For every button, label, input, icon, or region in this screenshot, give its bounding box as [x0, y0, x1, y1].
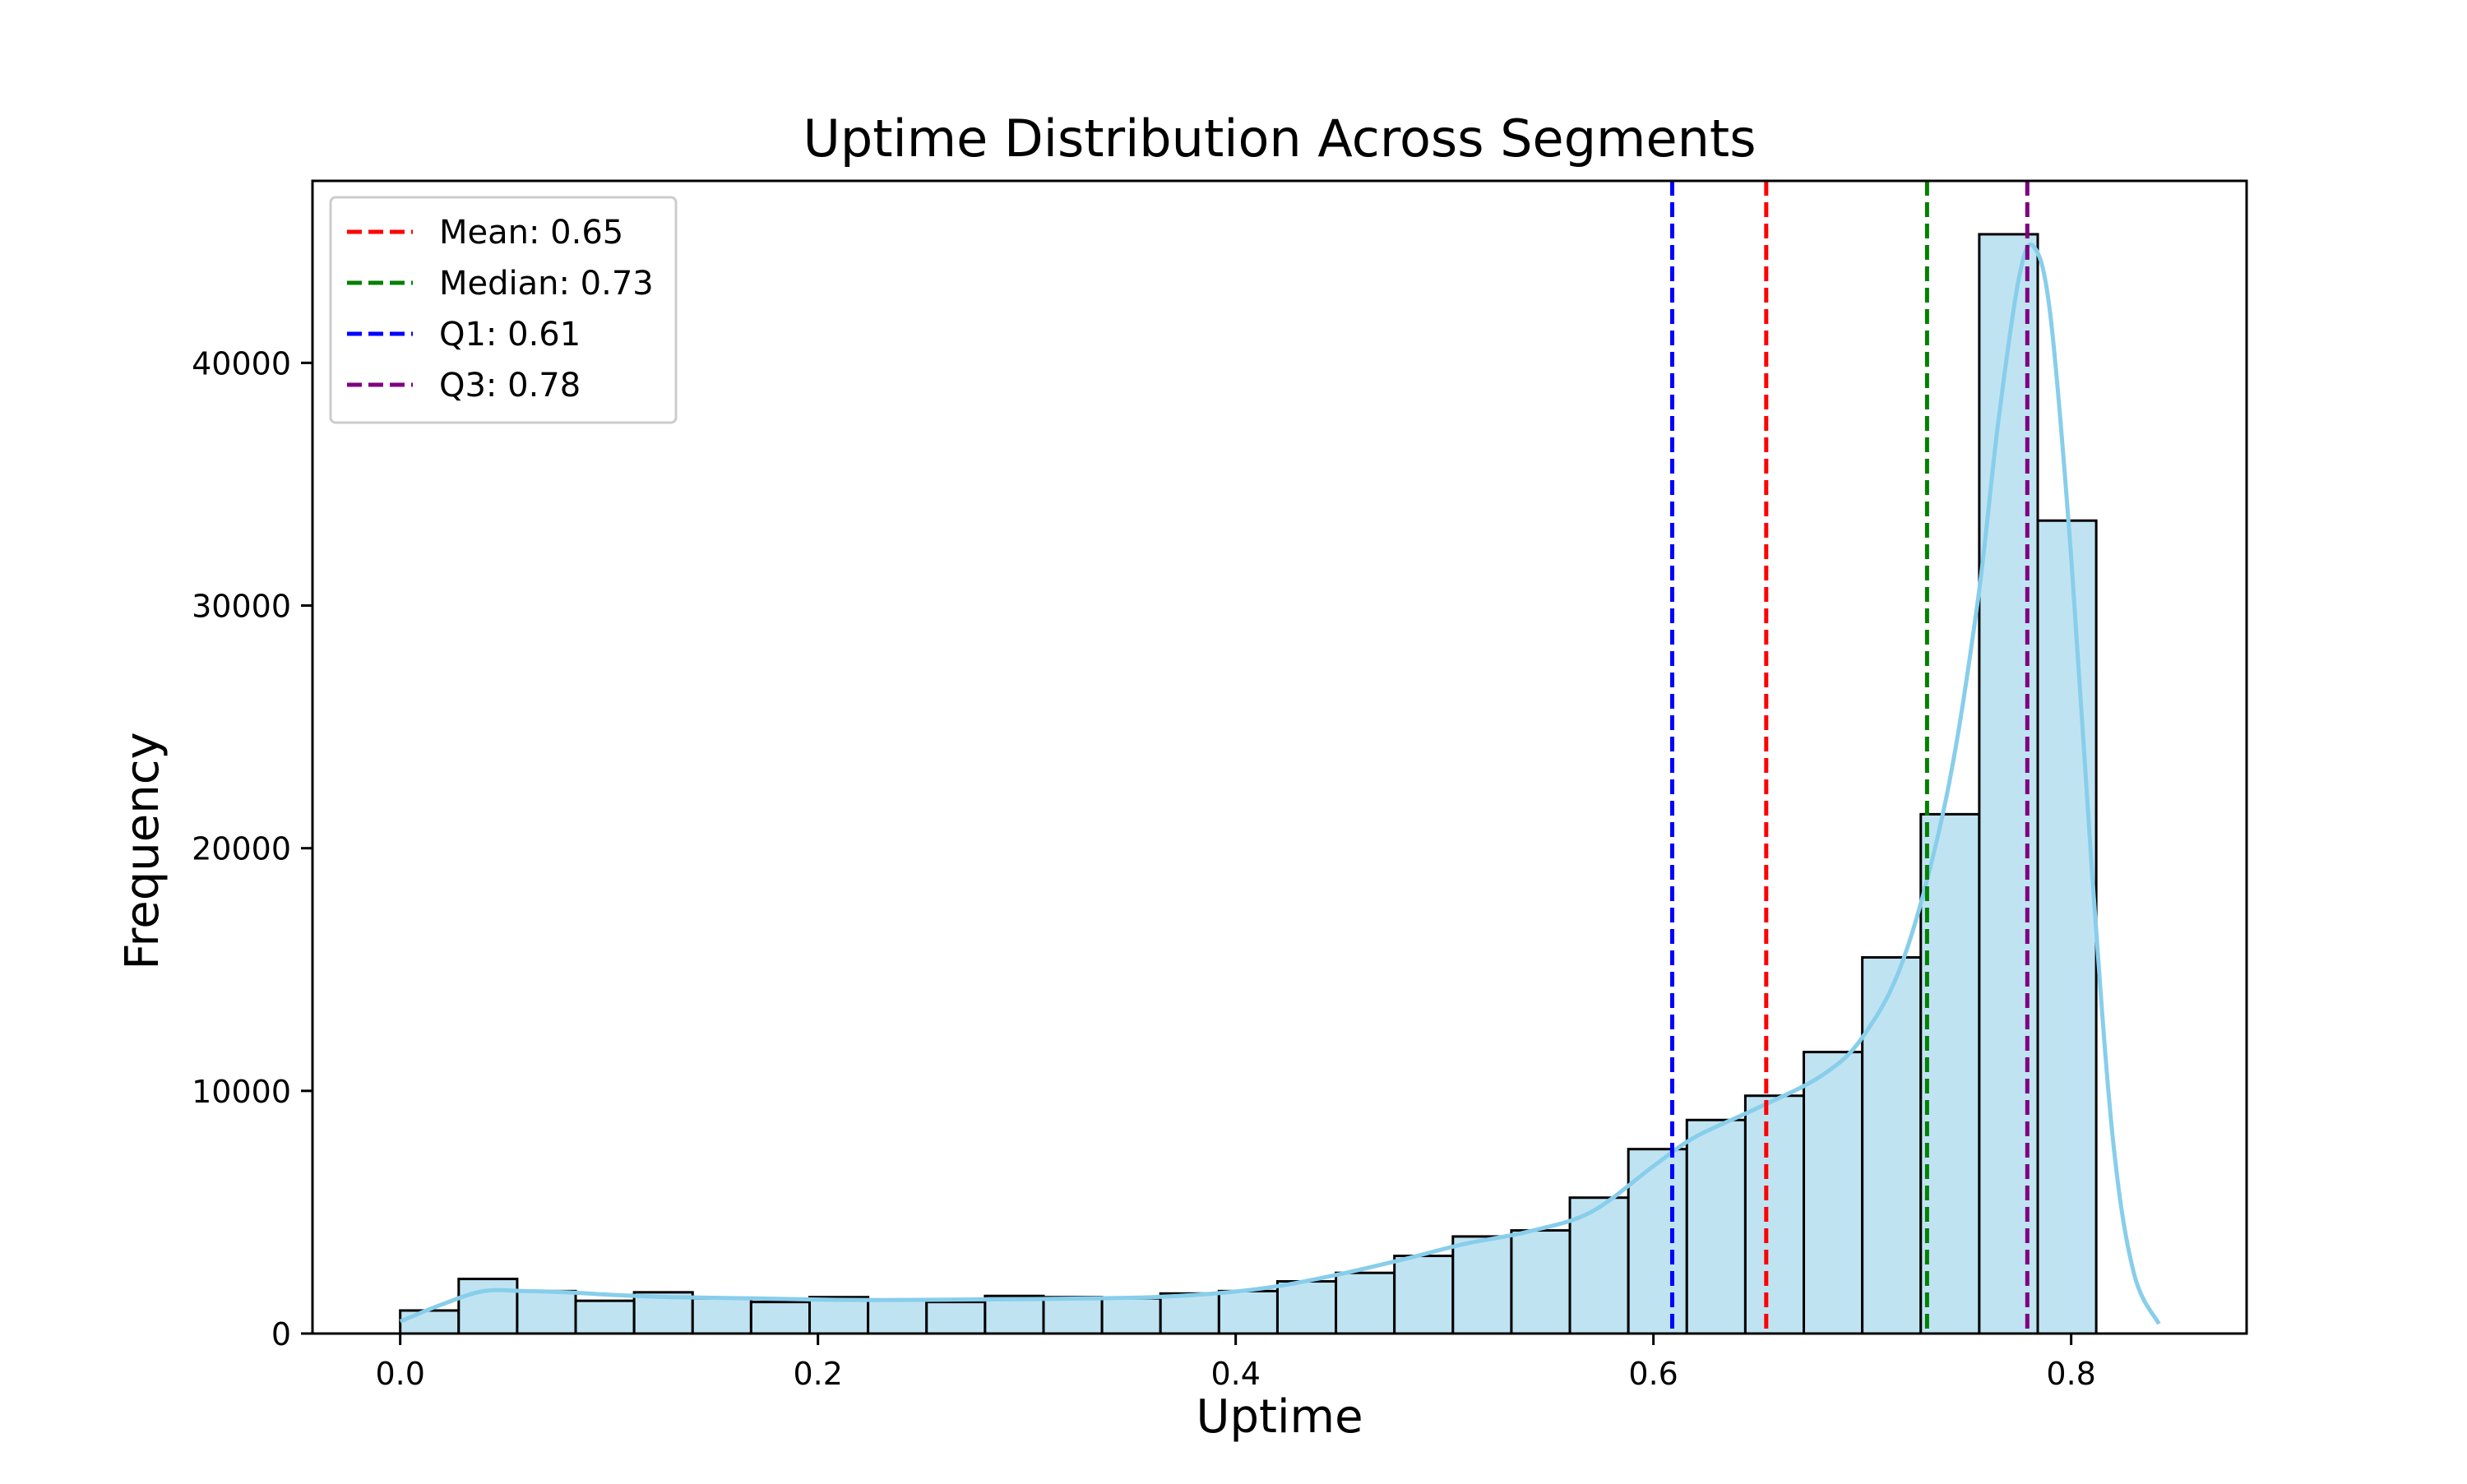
histogram-bar-10: [984, 1294, 1045, 1335]
x-tick-label-1: 0.2: [793, 1356, 842, 1392]
legend-label-1: Median: 0.73: [439, 265, 654, 303]
y-tick-label-1: 10000: [192, 1074, 291, 1110]
x-tick-label-4: 0.8: [2046, 1356, 2095, 1392]
legend-label-2: Q1: 0.61: [439, 316, 581, 354]
histogram-bar-9: [925, 1301, 987, 1335]
histogram-bar-5: [691, 1297, 752, 1335]
histogram-bar-15: [1275, 1280, 1338, 1335]
histogram-bar-12: [1100, 1297, 1162, 1335]
legend-box: [329, 196, 678, 424]
y-axis-label: Frequency: [116, 732, 169, 969]
histogram-bar-1: [457, 1278, 519, 1335]
histogram-bar-6: [749, 1301, 812, 1335]
histogram-bar-28: [2036, 519, 2098, 1335]
y-tick-label-3: 30000: [192, 589, 291, 625]
histogram-bar-2: [516, 1289, 577, 1335]
histogram-bar-23: [1743, 1094, 1806, 1335]
x-tick-label-3: 0.6: [1628, 1356, 1678, 1392]
y-tick-label-0: 0: [271, 1316, 291, 1352]
histogram-bar-0: [399, 1309, 461, 1335]
histogram-bar-19: [1510, 1229, 1571, 1335]
histogram-bar-3: [574, 1299, 636, 1335]
histogram-bar-17: [1393, 1255, 1455, 1335]
histogram-bar-20: [1568, 1196, 1630, 1335]
histogram-bar-22: [1685, 1118, 1747, 1335]
x-axis-label: Uptime: [1196, 1390, 1363, 1444]
histogram-bar-26: [1919, 812, 1981, 1335]
y-tick-label-4: 40000: [192, 345, 291, 381]
legend-label-3: Q3: 0.78: [439, 367, 581, 405]
x-tick-label-0: 0.0: [375, 1356, 424, 1392]
legend-label-0: Mean: 0.65: [439, 214, 623, 252]
histogram-bar-11: [1042, 1296, 1104, 1335]
histogram-bar-13: [1159, 1292, 1220, 1335]
legend: Mean: 0.65 Median: 0.73 Q1: 0.61 Q3: 0.78: [329, 196, 678, 424]
histogram-bar-7: [808, 1296, 870, 1335]
histogram-bar-18: [1451, 1235, 1513, 1335]
x-tick-label-2: 0.4: [1210, 1356, 1260, 1392]
y-tick-label-2: 20000: [192, 831, 291, 867]
histogram-bar-14: [1217, 1289, 1279, 1335]
chart-title: Uptime Distribution Across Segments: [803, 109, 1756, 169]
kde-curve: [399, 243, 2161, 1325]
plot-frame: [311, 179, 2248, 1335]
histogram-bar-24: [1803, 1051, 1864, 1335]
kde-curve-group: [399, 243, 2161, 1325]
histogram-bar-16: [1335, 1271, 1396, 1335]
histogram-bar-8: [867, 1298, 928, 1335]
axes: 0.0 0.2 0.4 0.6 0.8 0 10000 20000 30000 40000: [192, 179, 2248, 1392]
histogram-bar-25: [1861, 956, 1923, 1335]
